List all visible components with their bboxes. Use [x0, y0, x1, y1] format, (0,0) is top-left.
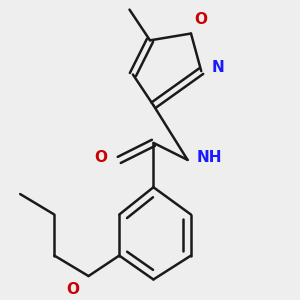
Text: O: O: [94, 150, 107, 165]
Text: N: N: [212, 60, 225, 75]
Text: O: O: [195, 12, 208, 27]
Text: O: O: [67, 282, 80, 297]
Text: NH: NH: [197, 150, 223, 165]
